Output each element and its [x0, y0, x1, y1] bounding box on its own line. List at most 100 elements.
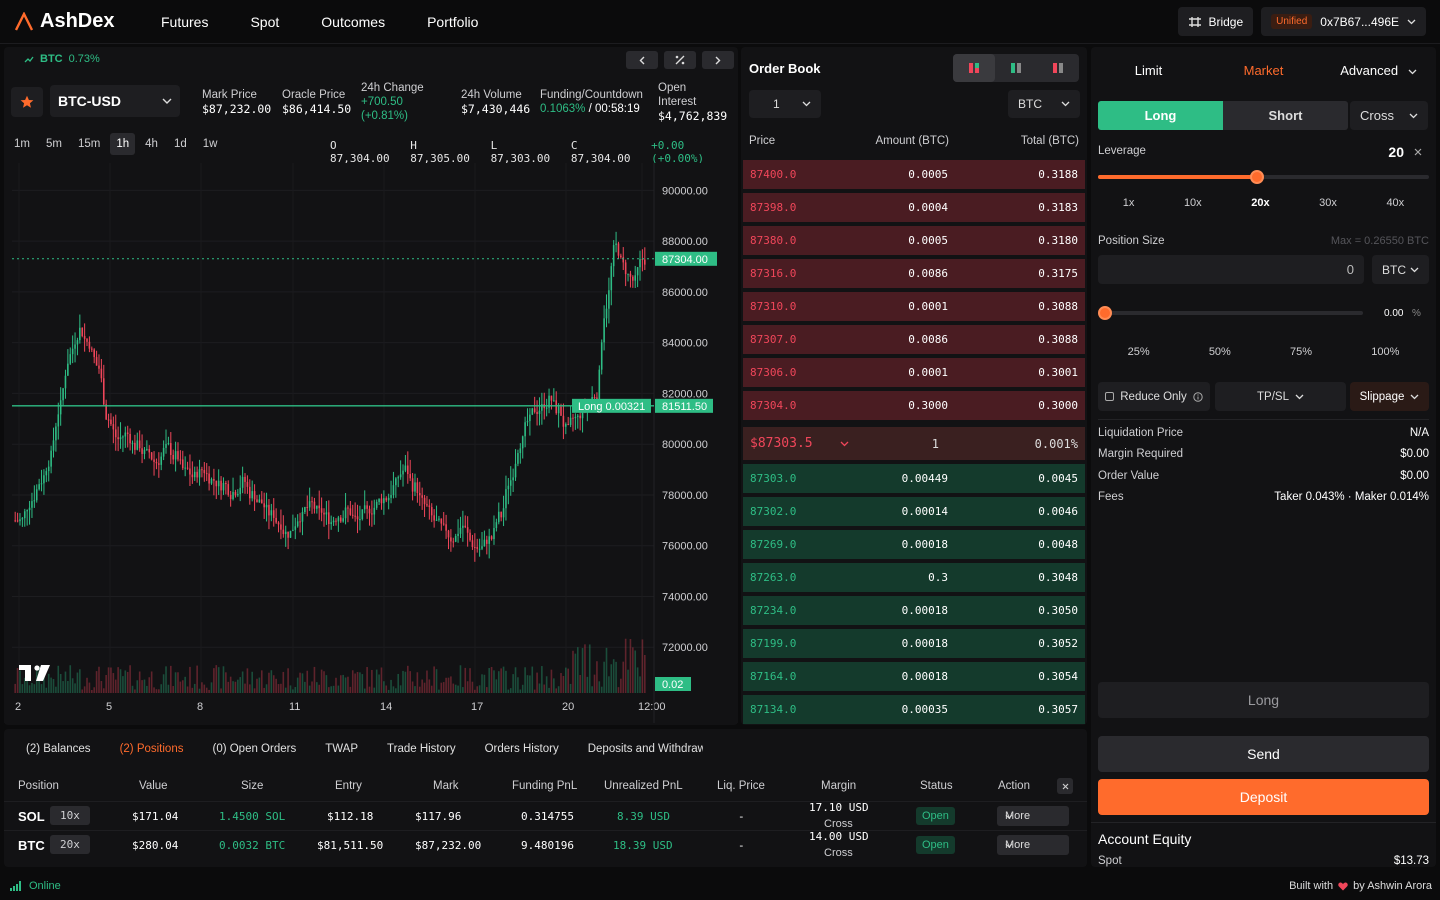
close-icon[interactable]	[1414, 148, 1422, 156]
bridge-button[interactable]: Bridge	[1178, 7, 1254, 36]
volume-bar	[600, 686, 603, 693]
ticker-strip[interactable]: BTC 0.73%	[24, 53, 100, 65]
tf-1m[interactable]: 1m	[14, 138, 30, 150]
percent-toggle-button[interactable]	[664, 51, 696, 69]
close-all-button[interactable]	[1057, 778, 1073, 794]
reduce-only-toggle[interactable]: Reduce Only	[1098, 382, 1210, 411]
lev-preset-40x[interactable]: 40x	[1386, 197, 1405, 209]
bid-row[interactable]: 87303.0 0.00449 0.0045	[743, 464, 1085, 493]
tpsl-select[interactable]: TP/SL	[1215, 382, 1346, 411]
ask-row[interactable]: 87310.0 0.0001 0.3088	[743, 292, 1085, 321]
table-row[interactable]: SOL 10x $171.04 1.4500 SOL $112.18 $117.96 0.3…	[4, 801, 1087, 830]
size-slider[interactable]	[1098, 306, 1363, 320]
bid-row[interactable]: 87199.0 0.00018 0.3052	[743, 629, 1085, 658]
margin-mode-select[interactable]: Cross	[1350, 101, 1428, 130]
ask-row[interactable]: 87304.0 0.3000 0.3000	[743, 391, 1085, 420]
lev-preset-10x[interactable]: 10x	[1183, 197, 1202, 209]
bid-row[interactable]: 87269.0 0.00018 0.0048	[743, 530, 1085, 559]
tf-5m[interactable]: 5m	[45, 138, 62, 150]
lev-preset-30x[interactable]: 30x	[1319, 197, 1337, 209]
tab-limit[interactable]: Limit	[1134, 63, 1163, 78]
tf-4h[interactable]: 4h	[145, 138, 158, 150]
size-slider-knob[interactable]	[1098, 306, 1112, 320]
leverage-slider[interactable]	[1098, 170, 1429, 184]
volume-bar	[502, 666, 505, 693]
size-preset-50[interactable]: 50%	[1208, 346, 1231, 358]
candle	[50, 450, 52, 467]
tf-15m[interactable]: 15m	[77, 138, 101, 150]
ask-row[interactable]: 87306.0 0.0001 0.3001	[743, 358, 1085, 387]
tf-1h[interactable]: 1h	[110, 133, 136, 155]
logo[interactable]: AshDex	[14, 10, 154, 33]
pair-selector[interactable]: BTC-USD	[50, 85, 180, 117]
bid-row[interactable]: 87134.0 0.00035 0.3057	[743, 695, 1085, 724]
more-button[interactable]: More	[997, 806, 1069, 826]
size-percent-value[interactable]: 0.00	[1384, 308, 1404, 319]
tab-trade-history[interactable]: Trade History	[387, 743, 456, 755]
view-bids-button[interactable]	[995, 54, 1037, 82]
book-unit-select[interactable]: BTC	[1008, 90, 1080, 118]
bid-row[interactable]: 87234.0 0.00018 0.3050	[743, 596, 1085, 625]
more-button[interactable]: More	[997, 835, 1069, 855]
tab-market[interactable]: Market	[1243, 63, 1284, 78]
candle	[459, 527, 462, 534]
x-tick-label: 8	[197, 701, 203, 713]
submit-long-button[interactable]: Long	[1098, 682, 1429, 718]
ask-row[interactable]: 87307.0 0.0086 0.3088	[743, 325, 1085, 354]
view-both-button[interactable]	[953, 54, 995, 82]
bid-row[interactable]: 87164.0 0.00018 0.3054	[743, 662, 1085, 691]
size-unit-select[interactable]: BTC	[1372, 255, 1429, 284]
leverage-slider-knob[interactable]	[1249, 170, 1264, 184]
tab-orders-history[interactable]: Orders History	[484, 743, 559, 755]
size-preset-25[interactable]: 25%	[1127, 346, 1150, 358]
price-chart[interactable]: 90000.00 88000.00 86000.00 84000.00 82000.00…	[4, 163, 738, 723]
bid-row[interactable]: 87263.0 0.3 0.3048	[743, 563, 1085, 592]
nav-futures[interactable]: Futures	[161, 13, 209, 30]
tv-logo-icon	[19, 665, 50, 681]
tab-deposits-withdrawals[interactable]: Deposits and Withdraw	[587, 743, 703, 755]
ask-row[interactable]: 87380.0 0.0005 0.3180	[743, 226, 1085, 255]
lev-preset-20x[interactable]: 20x	[1251, 197, 1270, 209]
tab-open-orders[interactable]: (0) Open Orders	[212, 743, 297, 755]
volume-bar	[387, 689, 390, 693]
short-side-button[interactable]: Short	[1223, 101, 1348, 130]
candle	[565, 423, 567, 427]
lev-preset-1x[interactable]: 1x	[1122, 197, 1135, 209]
long-side-button[interactable]: Long	[1098, 101, 1223, 130]
candle	[464, 525, 467, 528]
prev-button[interactable]	[626, 51, 658, 69]
open-interest-value: $4,762,839	[658, 109, 728, 123]
bid-row[interactable]: 87302.0 0.00014 0.0046	[743, 497, 1085, 526]
nav-outcomes[interactable]: Outcomes	[321, 13, 386, 30]
tab-advanced[interactable]: Advanced	[1321, 63, 1436, 78]
ask-row[interactable]: 87400.0 0.0005 0.3188	[743, 160, 1085, 189]
author-credit[interactable]: by Ashwin Arora	[1353, 880, 1432, 892]
ask-row[interactable]: 87316.0 0.0086 0.3175	[743, 259, 1085, 288]
view-asks-button[interactable]	[1037, 54, 1079, 82]
favorite-button[interactable]	[11, 87, 43, 117]
table-row[interactable]: BTC 20x $280.04 0.0032 BTC $81,511.50 $87,232…	[4, 830, 1087, 859]
tf-1d[interactable]: 1d	[173, 138, 187, 150]
nav-spot[interactable]: Spot	[250, 13, 280, 30]
size-preset-100[interactable]: 100%	[1371, 346, 1400, 358]
tab-twap[interactable]: TWAP	[325, 743, 359, 755]
reduce-only-checkbox[interactable]	[1105, 392, 1115, 401]
position-size-input[interactable]: 0	[1098, 255, 1364, 284]
tab-balances[interactable]: (2) Balances	[26, 743, 91, 755]
nav-portfolio[interactable]: Portfolio	[427, 13, 479, 30]
size-preset-75[interactable]: 75%	[1290, 346, 1313, 358]
deposit-button[interactable]: Deposit	[1098, 779, 1429, 815]
send-button[interactable]: Send	[1098, 736, 1429, 772]
tf-1w[interactable]: 1w	[202, 138, 218, 150]
slippage-select[interactable]: Slippage	[1350, 382, 1429, 411]
candle	[349, 508, 352, 515]
volume-bar	[603, 661, 605, 693]
leverage-value[interactable]: 20	[1388, 144, 1404, 160]
wallet-button[interactable]: Unified 0x7B67...496E	[1261, 7, 1426, 36]
tick-size-select[interactable]: 1	[749, 90, 821, 118]
ask-row[interactable]: 87398.0 0.0004 0.3183	[743, 193, 1085, 222]
candle	[404, 465, 407, 471]
ob-amount: 0.0001	[908, 300, 948, 313]
tab-positions[interactable]: (2) Positions	[119, 743, 184, 755]
next-button[interactable]	[702, 51, 734, 69]
